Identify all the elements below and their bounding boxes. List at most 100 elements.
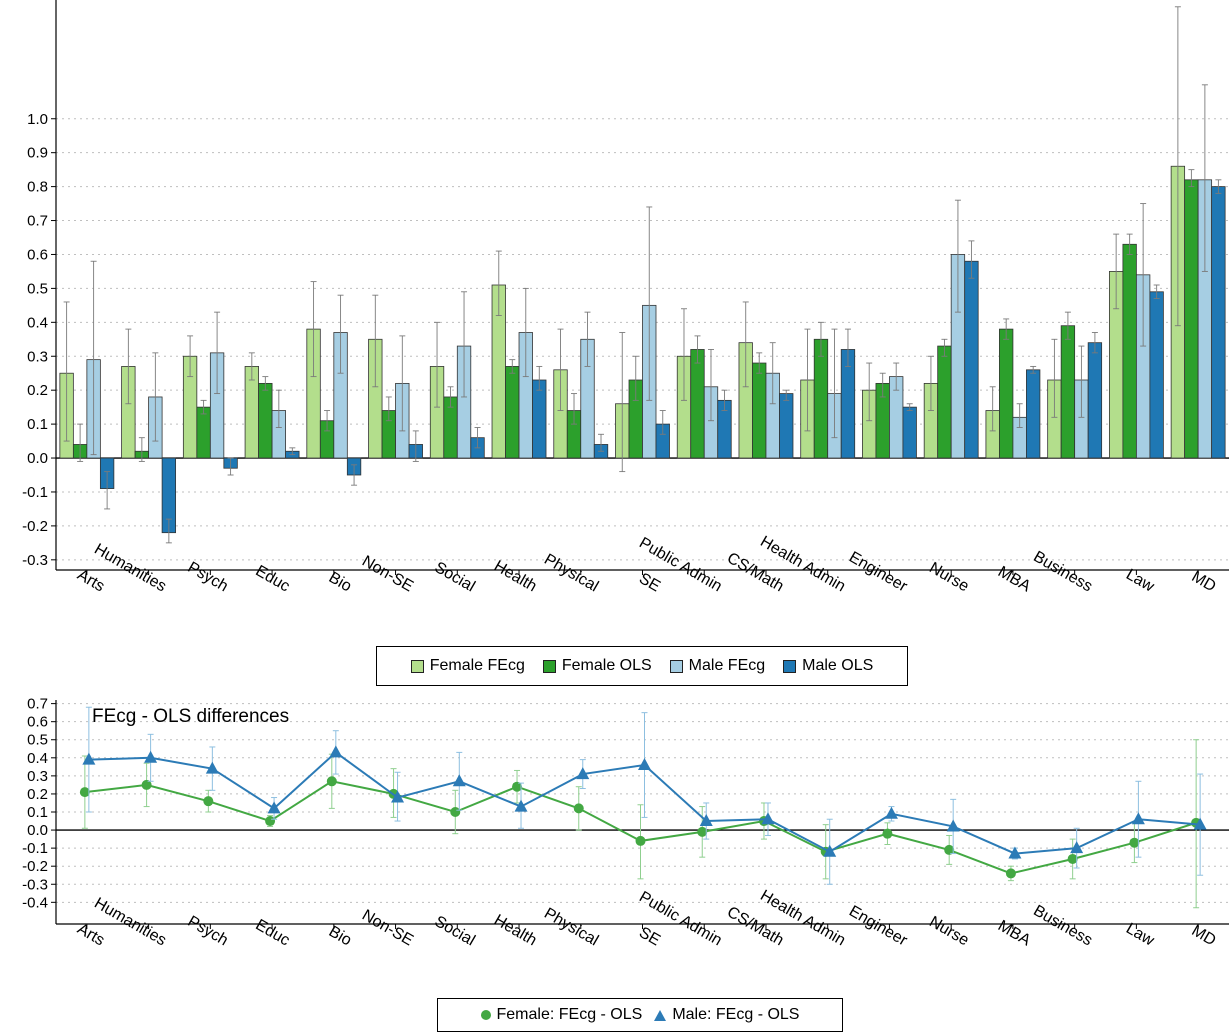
point-female-fecg-ols-bio (326, 776, 337, 787)
bar-male-ols-nurse (964, 260, 979, 459)
x-tick-label-social: Social (432, 913, 478, 950)
point-male-fecg-ols-public-admin (699, 814, 713, 827)
y-tick-label: -0.2 (22, 858, 48, 875)
legend-item-male-fecg: Male FEcg (669, 657, 766, 675)
triangle-marker-icon (654, 1009, 667, 1021)
point-female-fecg-ols-nurse (944, 844, 955, 855)
x-tick-label-non-se: Non-SE (359, 553, 416, 596)
y-tick-label: -0.3 (22, 552, 48, 569)
point-female-fecg-ols-psych (203, 796, 214, 807)
y-tick-label: 0.3 (27, 348, 48, 365)
point-female-fecg-ols-se (635, 835, 646, 846)
x-tick-label-social: Social (432, 559, 478, 596)
x-tick-label-educ: Educ (252, 563, 292, 596)
point-male-fecg-ols-health (514, 799, 528, 812)
legend-swatch (410, 659, 424, 673)
x-tick-label-md: MD (1189, 568, 1219, 595)
bar-male-ols-engineer (902, 406, 917, 459)
legend-swatch (669, 659, 683, 673)
legend-swatch (783, 659, 797, 673)
y-tick-label: 0.7 (27, 213, 48, 230)
x-tick-label-nurse: Nurse (926, 559, 972, 595)
point-female-fecg-ols-physical (573, 803, 584, 814)
y-tick-label: -0.4 (22, 894, 48, 911)
point-male-fecg-ols-psych (205, 761, 219, 774)
difference-chart-title: FEcg - OLS differences (92, 706, 290, 727)
circle-marker-icon (480, 1010, 491, 1020)
legend-label: Female FEcg (429, 657, 525, 674)
y-tick-label: 0.2 (27, 382, 48, 399)
point-male-fecg-ols-physical (576, 767, 590, 780)
point-male-fecg-ols-social (452, 774, 466, 787)
bar-female-ols-nurse (937, 345, 952, 459)
y-tick-label: -0.1 (22, 840, 48, 857)
x-tick-label-mba: MBA (995, 563, 1034, 595)
x-tick-label-se: SE (636, 570, 663, 595)
difference-line-chart: -0.4-0.3-0.2-0.10.00.10.20.30.40.50.60.7… (22, 696, 1229, 950)
x-tick-label-bio: Bio (326, 923, 355, 949)
point-male-fecg-ols-arts (82, 752, 96, 765)
x-tick-label-physical: Physical (541, 905, 601, 950)
bar-male-ols-cs-math (779, 393, 794, 459)
bar-chart-legend: Female FEcg Female OLS Male FEcg Male OLS (376, 646, 908, 686)
y-tick-label: 0.4 (27, 314, 48, 331)
point-female-fecg-ols-health (512, 781, 523, 792)
bar-female-ols-educ (258, 382, 273, 459)
bar-female-ols-cs-math (752, 362, 767, 459)
point-male-fecg-ols-mba (1008, 846, 1022, 859)
point-male-fecg-ols-cs-math (761, 812, 775, 825)
point-male-fecg-ols-educ (267, 801, 281, 814)
point-female-fecg-ols-arts (79, 787, 90, 798)
legend-label: Female OLS (561, 657, 652, 674)
x-tick-label-se: SE (636, 924, 663, 949)
x-tick-label-business: Business (1030, 902, 1095, 949)
x-tick-label-md: MD (1189, 922, 1219, 949)
y-tick-label: 1.0 (27, 111, 48, 128)
x-tick-label-nurse: Nurse (926, 913, 972, 949)
point-male-fecg-ols-business (1070, 841, 1084, 854)
point-female-fecg-ols-engineer (882, 828, 893, 839)
point-male-fecg-ols-law (1131, 812, 1145, 825)
legend-item-female-ols: Female OLS (542, 657, 652, 675)
y-tick-label: 0.4 (27, 750, 48, 767)
legend-label: Female: FEcg - OLS (496, 1006, 643, 1023)
point-male-fecg-ols-humanities (144, 750, 158, 763)
x-tick-label-arts: Arts (74, 567, 107, 596)
bar-female-ols-health-admin (813, 338, 829, 459)
legend-swatch (542, 659, 556, 673)
bar-male-ols-md (1211, 186, 1226, 459)
bar-female-ols-mba (999, 328, 1014, 459)
x-tick-label-engineer: Engineer (846, 903, 911, 950)
bar-chart: -0.3 -0.2 -0.1 0.0 0.1 0.2 0.3 0.4 0.5 0.6 0.7 0.8 0… (22, 0, 1229, 596)
bar-male-ols-law (1149, 291, 1164, 459)
y-tick-label: 0.0 (27, 822, 48, 839)
x-tick-label-health: Health (491, 558, 540, 596)
y-tick-label: 0.0 (27, 450, 48, 467)
x-tick-label-mba: MBA (995, 917, 1034, 949)
bar-male-ols-mba (1026, 369, 1041, 459)
bar-female-ols-health (505, 366, 520, 459)
y-tick-label: 0.2 (27, 786, 48, 803)
y-tick-label: 0.5 (27, 280, 48, 297)
legend-item-male-ols: Male OLS (783, 657, 873, 675)
bar-male-ols-business (1087, 342, 1103, 459)
point-male-fecg-ols-nurse (946, 819, 960, 832)
legend-label: Male FEcg (688, 657, 766, 674)
line-chart-legend: Female: FEcg - OLS Male: FEcg - OLS (437, 998, 843, 1032)
x-tick-label-business: Business (1030, 548, 1095, 595)
x-tick-label-health: Health (491, 912, 540, 950)
legend-label: Male OLS (802, 657, 874, 674)
point-male-fecg-ols-md (1193, 817, 1207, 830)
point-male-fecg-ols-health-admin (823, 844, 837, 857)
legend-item-male-fecg-ols: Male: FEcg - OLS (654, 1006, 799, 1024)
x-tick-label-psych: Psych (185, 559, 231, 596)
point-male-fecg-ols-se (638, 758, 651, 771)
point-female-fecg-ols-social (450, 807, 461, 817)
legend-item-female-fecg-ols: Female: FEcg - OLS (480, 1006, 643, 1024)
bar-female-ols-public-admin (690, 349, 705, 459)
x-tick-label-educ: Educ (252, 917, 292, 950)
point-female-fecg-ols-law (1129, 837, 1140, 848)
y-tick-label: 0.1 (27, 804, 48, 821)
point-female-fecg-ols-mba (1005, 868, 1016, 879)
